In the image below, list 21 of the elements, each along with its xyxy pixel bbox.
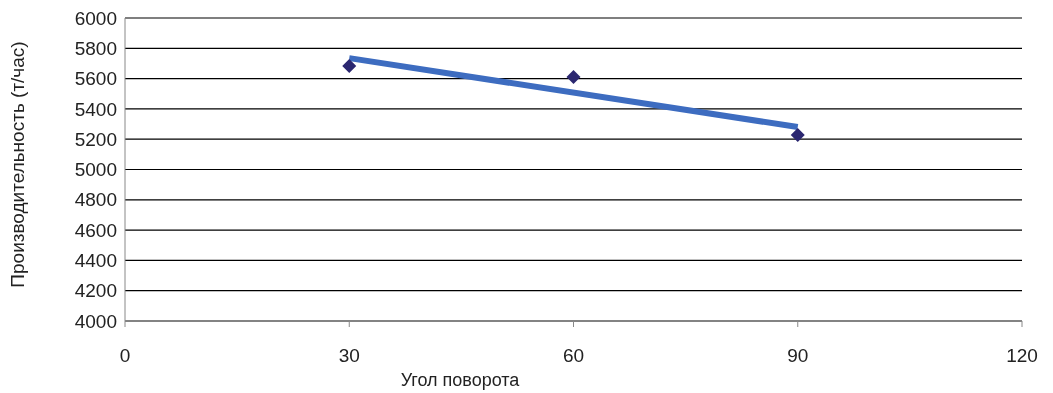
y-tick-label: 4200 [74,280,117,302]
y-tick-label: 4800 [74,189,117,211]
y-tick-label: 4400 [74,250,117,272]
x-tick-label: 60 [562,345,585,366]
y-tick-label: 4000 [74,310,117,332]
y-tick-label: 5000 [74,159,117,181]
y-tick-label: 5400 [74,98,117,120]
y-axis-title: Производительность (т/час) [7,41,28,288]
point [790,127,805,142]
point [342,59,357,74]
x-tick-label: 90 [787,345,809,366]
y-tick-label: 6000 [74,7,117,29]
x-tick-label: 0 [119,345,131,366]
y-tick-label: 5800 [74,37,117,59]
x-tick-label: 120 [1006,345,1038,366]
y-tick-label: 4600 [74,219,117,241]
x-axis-title: Угол поворота [400,370,521,390]
y-tick-label: 5600 [74,68,117,90]
point [566,70,581,85]
x-tick-label: 30 [338,345,360,366]
y-tick-label: 5200 [74,128,117,150]
